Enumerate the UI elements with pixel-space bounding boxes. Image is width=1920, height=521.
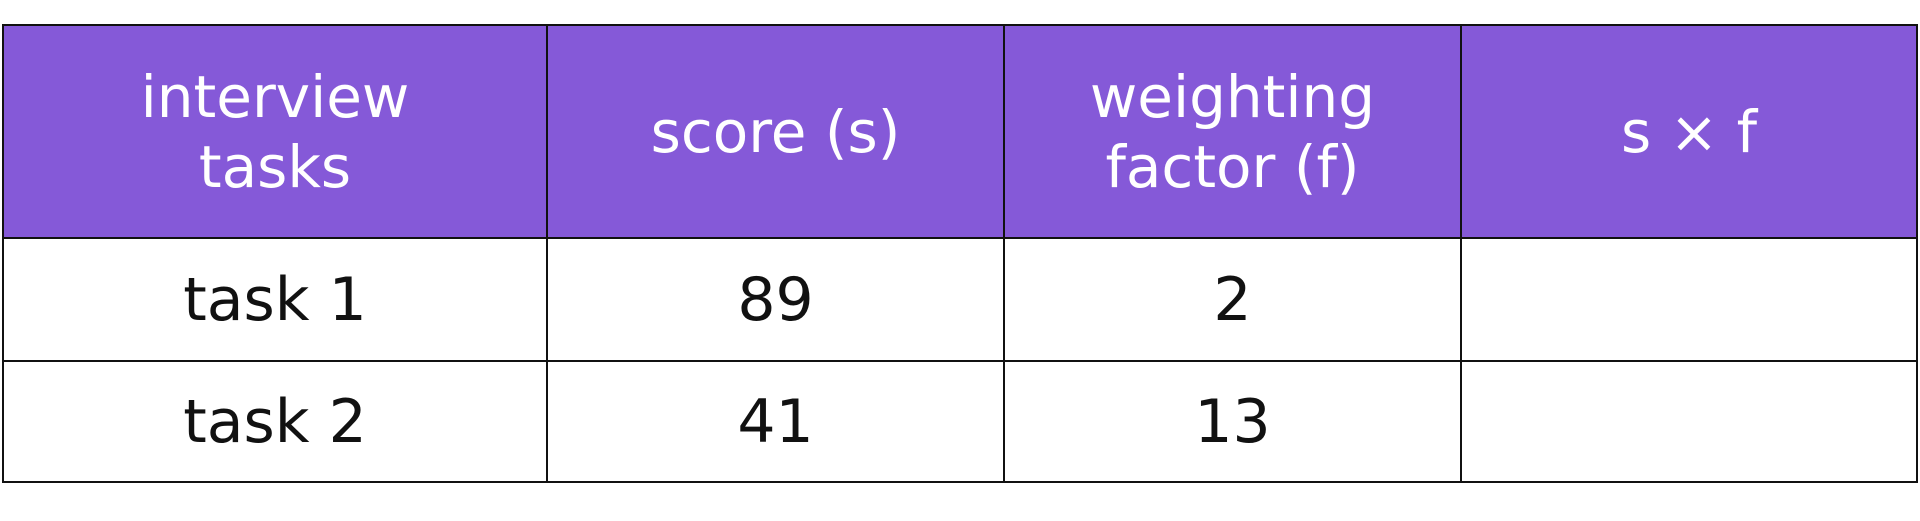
table-cell: 2 [1003,237,1462,362]
header-cell: s × f [1460,24,1918,239]
table-row: task 2 41 13 [2,360,1918,483]
header-cell: score (s) [546,24,1005,239]
header-text: s × f [1620,97,1758,166]
header-text: interview [140,62,410,131]
table-cell: 89 [546,237,1005,362]
table-row: task 1 89 2 [2,237,1918,362]
header-row: interview tasks score (s) weighting factor (… [2,24,1918,239]
table-cell: 13 [1003,360,1462,483]
header-cell: weighting factor (f) [1003,24,1462,239]
header-cell: interview tasks [2,24,548,239]
header-text: score (s) [650,97,901,166]
empty-cell [1460,237,1918,362]
score-table: interview tasks score (s) weighting factor (… [2,24,1918,483]
empty-cell [1460,360,1918,483]
header-text: factor (f) [1105,132,1360,201]
table-cell: 41 [546,360,1005,483]
header-text: weighting [1089,62,1376,131]
table-cell: task 2 [2,360,548,483]
header-text: tasks [198,132,352,201]
table-cell: task 1 [2,237,548,362]
